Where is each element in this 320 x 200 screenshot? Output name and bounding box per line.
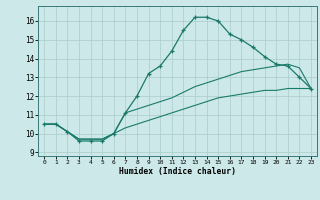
X-axis label: Humidex (Indice chaleur): Humidex (Indice chaleur) [119,167,236,176]
